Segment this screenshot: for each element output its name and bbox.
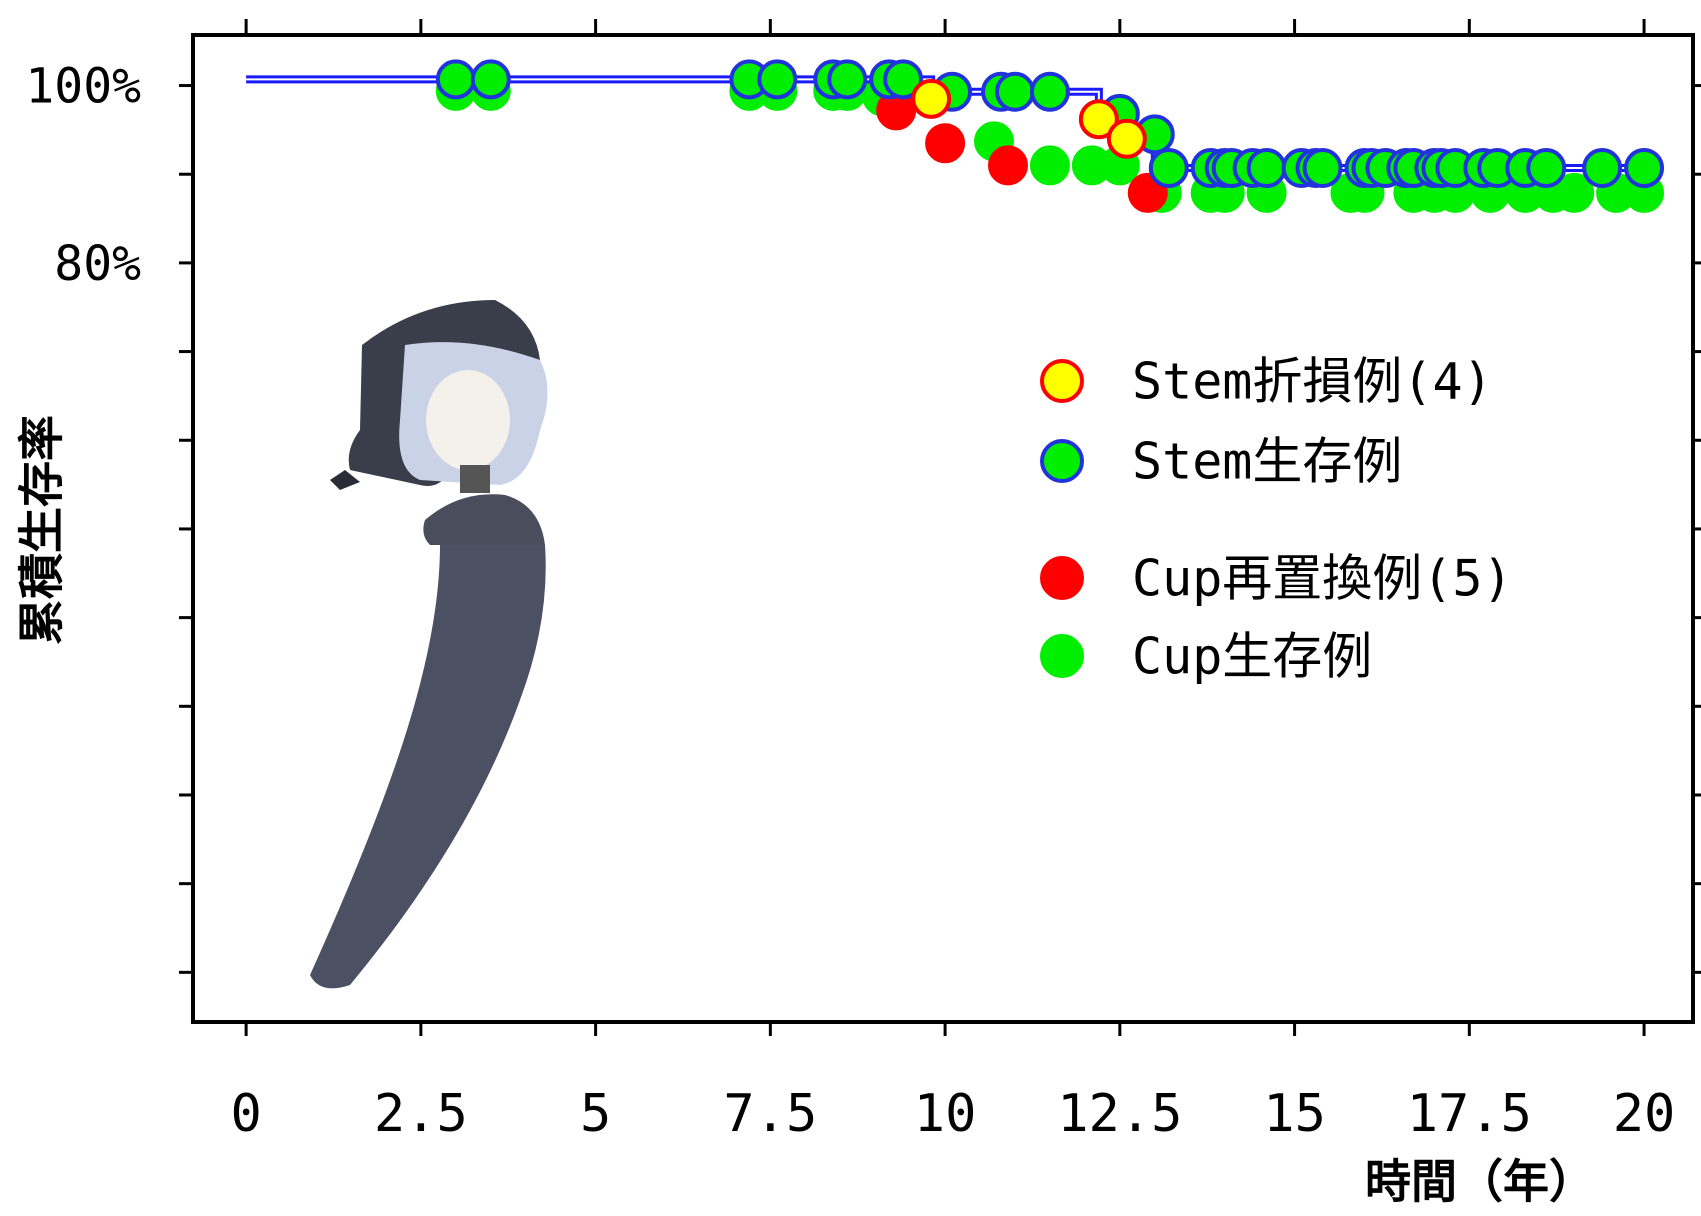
legend-marker	[1042, 441, 1082, 481]
point	[1151, 150, 1187, 186]
x-tick-label: 15	[1263, 1084, 1326, 1144]
point	[927, 125, 963, 161]
legend-marker	[1042, 558, 1082, 598]
legend-marker	[1042, 361, 1082, 401]
point	[913, 81, 949, 117]
point	[1249, 150, 1285, 186]
legend-marker	[1042, 636, 1082, 676]
point	[829, 61, 865, 97]
x-tick-label: 7.5	[723, 1084, 817, 1144]
x-axis-title: 時間（年）	[1365, 1155, 1595, 1209]
point	[1305, 150, 1341, 186]
x-tick-label: 0	[230, 1084, 261, 1144]
legend-label: Stem生存例	[1132, 433, 1402, 491]
x-tick-label: 17.5	[1407, 1084, 1532, 1144]
point	[997, 74, 1033, 110]
point	[990, 147, 1026, 183]
point	[438, 61, 474, 97]
x-tick-label: 20	[1613, 1084, 1676, 1144]
point	[1626, 150, 1662, 186]
x-tick-label: 5	[580, 1084, 611, 1144]
point	[1528, 150, 1564, 186]
chart: 累積生存率 時間（年） 0 2.5 5 7.5 10 12.5 15 17.5 20 100% 80…	[0, 0, 1701, 1216]
point	[759, 61, 795, 97]
point	[473, 61, 509, 97]
y-tick-label: 100%	[25, 59, 141, 115]
point	[1109, 121, 1145, 157]
legend-label: Cup再置換例(5)	[1132, 550, 1513, 608]
x-tick-label: 2.5	[374, 1084, 468, 1144]
point	[1584, 150, 1620, 186]
point	[1032, 147, 1068, 183]
legend-label: Stem折損例(4)	[1132, 353, 1493, 411]
point	[1032, 74, 1068, 110]
legend-label: Cup生存例	[1132, 628, 1372, 686]
y-tick-label: 80%	[54, 236, 141, 292]
x-tick-label: 10	[914, 1084, 977, 1144]
x-tick-label: 12.5	[1057, 1084, 1182, 1144]
y-axis-title: 累積生存率	[15, 415, 69, 645]
